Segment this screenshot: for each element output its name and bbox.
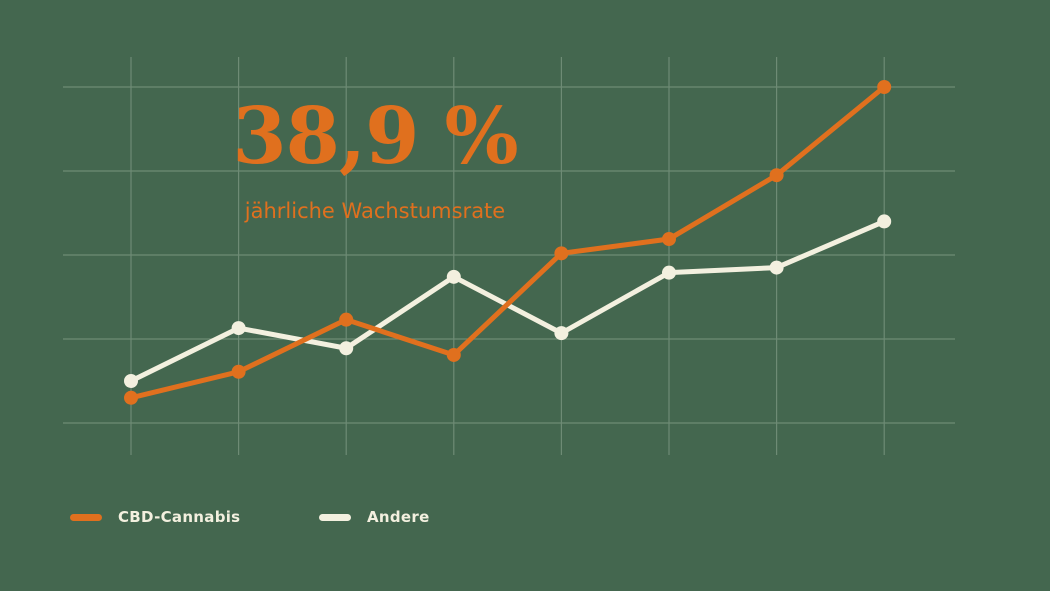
series-line-cbd-cannabis — [128, 84, 887, 401]
legend-swatch-cbd-cannabis — [70, 514, 102, 521]
data-point-andere — [877, 214, 892, 229]
data-point-cbd-cannabis — [446, 347, 461, 362]
data-point-cbd-cannabis — [554, 246, 569, 261]
data-point-andere — [231, 321, 246, 336]
data-point-andere — [554, 326, 569, 341]
data-point-andere — [339, 341, 354, 356]
growth-rate-label: jährliche Wachstumsrate — [244, 199, 506, 223]
series-group — [124, 80, 892, 405]
legend-label-andere: Andere — [367, 508, 430, 526]
data-point-cbd-cannabis — [769, 168, 784, 183]
data-point-andere — [446, 269, 461, 284]
data-point-andere — [124, 374, 138, 388]
data-point-cbd-cannabis — [339, 312, 354, 327]
data-point-cbd-cannabis — [124, 390, 138, 405]
data-point-cbd-cannabis — [231, 364, 246, 379]
data-point-andere — [769, 260, 784, 275]
growth-rate-value: 38,9 % — [232, 91, 518, 182]
data-point-cbd-cannabis — [877, 80, 892, 94]
data-point-cbd-cannabis — [662, 232, 676, 247]
legend-label-cbd-cannabis: CBD-Cannabis — [118, 508, 241, 526]
legend-swatch-andere — [319, 514, 351, 521]
data-point-andere — [662, 265, 676, 280]
